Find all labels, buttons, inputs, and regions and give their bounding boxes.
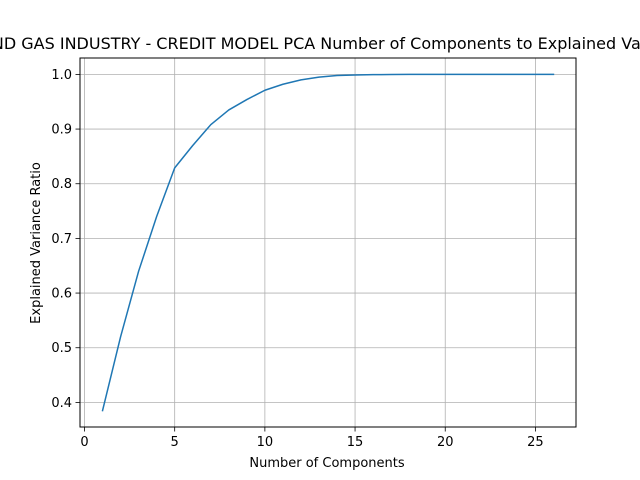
series-layer [101, 73, 555, 412]
x-tick-label: 20 [437, 435, 454, 450]
y-tick-label: 0.7 [51, 232, 72, 247]
y-tick-label: 0.6 [51, 287, 72, 302]
x-tick-label: 5 [171, 435, 179, 450]
y-tick-label: 0.4 [51, 396, 72, 411]
y-tick-label: 0.5 [51, 341, 72, 356]
x-tick-label: 0 [80, 435, 88, 450]
plot-frame [79, 57, 577, 428]
y-tick-label: 0.8 [51, 177, 72, 192]
chart-title: OIL AND GAS INDUSTRY - CREDIT MODEL PCA … [0, 34, 640, 53]
x-tick-label: 10 [257, 435, 274, 450]
y-axis-label: Explained Variance Ratio [29, 162, 44, 324]
y-tick-label: 1.0 [51, 68, 72, 83]
explained-variance-line [101, 73, 555, 412]
x-tick-label: 25 [527, 435, 544, 450]
x-tick-label: 15 [347, 435, 364, 450]
x-axis-label: Number of Components [249, 456, 404, 471]
ticks: 0 5 10 15 20 25 0.4 0.5 0.6 0.7 0.8 0.9 1.0 [51, 68, 543, 450]
y-tick-label: 0.9 [51, 123, 72, 138]
